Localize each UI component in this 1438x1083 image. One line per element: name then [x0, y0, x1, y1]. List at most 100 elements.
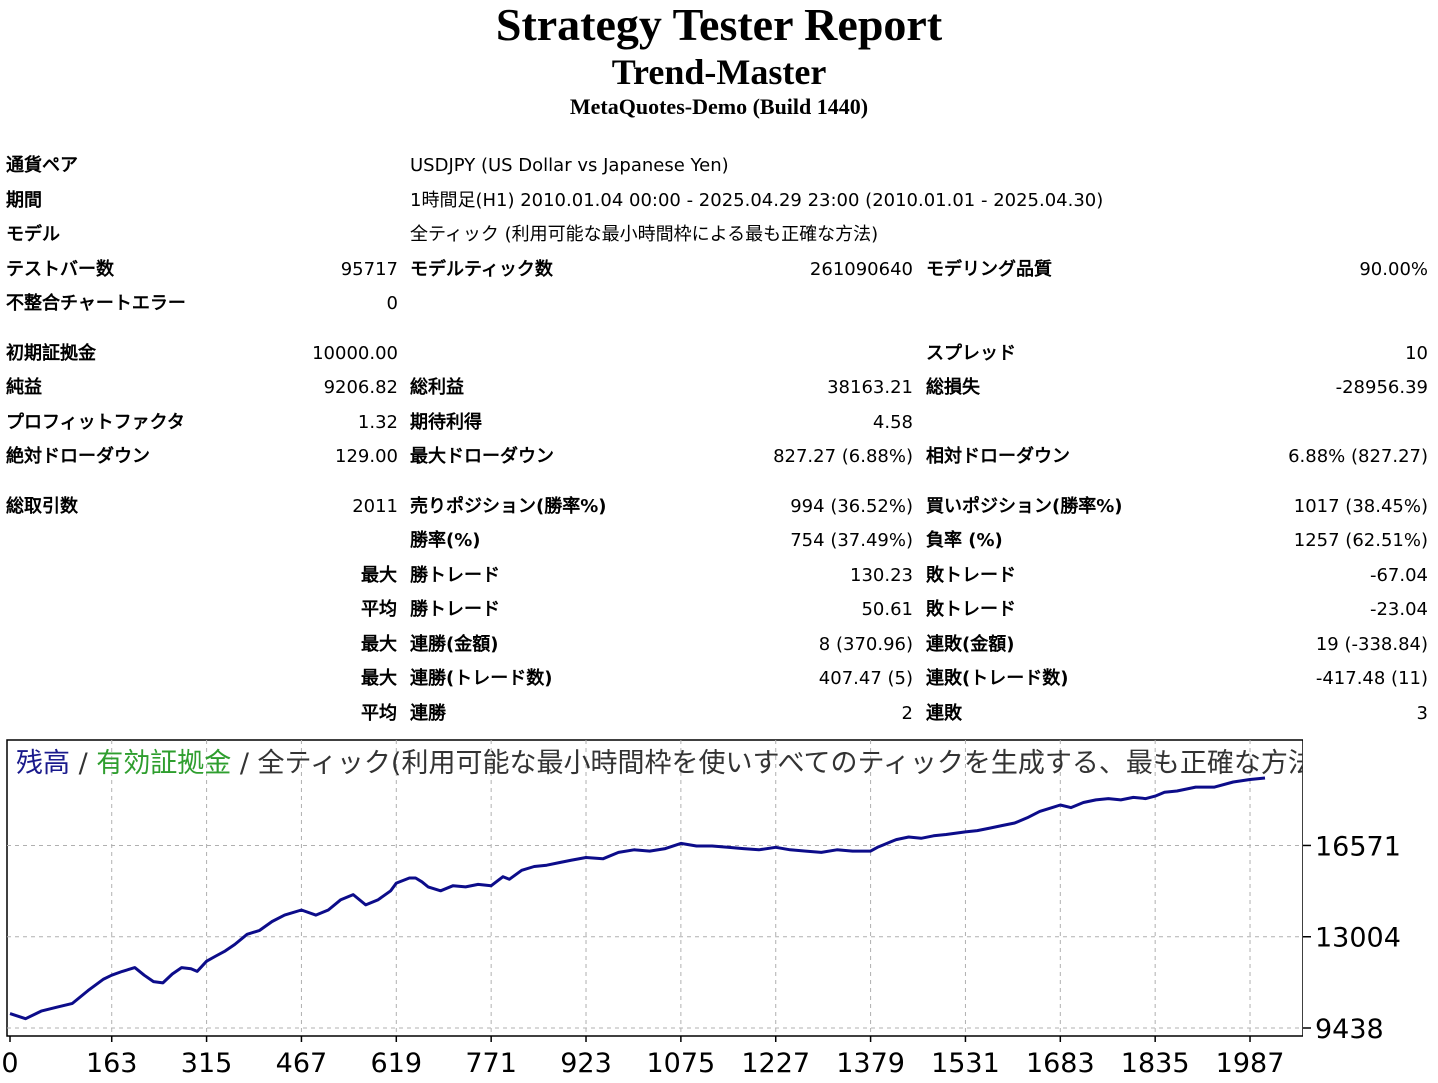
rel-drawdown-value: 6.88% (827.27) [1288, 446, 1428, 467]
win-rate-value: 754 (37.49%) [790, 530, 913, 551]
x-tick-label: 1379 [836, 1048, 905, 1079]
max-consec-losses-money-label: 連敗(金額) [926, 634, 1015, 655]
max-consec-wins-count-label: 連勝(トレード数) [410, 668, 553, 689]
loss-rate-label: 負率 (%) [926, 530, 1003, 551]
max-consec-losses-count-label: 連敗(トレード数) [926, 668, 1069, 689]
largest-loss-value: -67.04 [1369, 565, 1428, 586]
max-drawdown-value: 827.27 (6.88%) [773, 446, 913, 467]
x-tick-label: 315 [181, 1048, 233, 1079]
spread-label: スプレッド [926, 343, 1016, 364]
abs-drawdown-label: 絶対ドローダウン [6, 446, 150, 467]
bars-label: テストバー数 [6, 259, 114, 280]
max-consec-wins-money-value: 8 (370.96) [818, 634, 913, 655]
legend-balance: 残高 [16, 748, 70, 779]
max-consec-wins-money-label: 連勝(金額) [410, 634, 499, 655]
deposit-label: 初期証拠金 [6, 343, 96, 364]
max-consec-losses-money-value: 19 (-338.84) [1315, 634, 1428, 655]
legend-separator: / [70, 748, 96, 779]
symbol-value: USDJPY (US Dollar vs Japanese Yen) [410, 155, 729, 176]
x-tick-label: 0 [1, 1048, 18, 1079]
y-axis: 9438 13004 16571 [1303, 831, 1401, 1045]
x-tick-label: 1075 [647, 1048, 716, 1079]
quality-value: 90.00% [1359, 259, 1428, 280]
gross-loss-value: -28956.39 [1335, 377, 1428, 398]
largest-win-label: 勝トレード [410, 565, 500, 586]
long-positions-label: 買いポジション(勝率%) [926, 496, 1123, 517]
chart-legend: 残高 / 有効証拠金 / 全ティック(利用可能な最小時間枠を使いすべてのティック… [16, 748, 1412, 779]
legend-separator: / [231, 748, 257, 779]
chart-marks [9, 776, 1266, 1021]
y-tick-label: 9438 [1315, 1014, 1384, 1045]
net-profit-value: 9206.82 [323, 377, 398, 398]
expected-payoff-value: 4.58 [872, 412, 913, 433]
long-positions-value: 1017 (38.45%) [1293, 496, 1428, 517]
largest-loss-label: 敗トレード [926, 565, 1016, 586]
short-positions-value: 994 (36.52%) [790, 496, 913, 517]
model-value: 全ティック (利用可能な最小時間枠による最も正確な方法) [410, 224, 879, 245]
y-axis-background [1303, 728, 1438, 1083]
total-trades-label: 総取引数 [6, 496, 78, 517]
model-label: モデル [6, 224, 60, 245]
gross-profit-label: 総利益 [410, 377, 464, 398]
row-prefix: 平均 [361, 599, 397, 620]
average-loss-label: 敗トレード [926, 599, 1016, 620]
avg-consec-wins-value: 2 [901, 703, 913, 724]
chart-grid [7, 740, 1303, 1036]
x-axis: 0 163 315 467 619 771 923 1075 1227 1379 1531 1683 1… [1, 1036, 1284, 1079]
bars-value: 95717 [340, 259, 398, 280]
report-title: Strategy Tester Report [495, 0, 943, 50]
legend-equity: 有効証拠金 [96, 748, 231, 779]
profit-factor-value: 1.32 [357, 412, 398, 433]
plot-frame [6, 739, 1304, 1037]
period-label: 期間 [6, 190, 42, 211]
x-tick-label: 619 [371, 1048, 423, 1079]
max-drawdown-label: 最大ドローダウン [410, 446, 554, 467]
average-win-label: 勝トレード [410, 599, 500, 620]
ticks-label: モデルティック数 [410, 259, 553, 280]
max-consec-losses-count-value: -417.48 (11) [1315, 668, 1428, 689]
x-tick-label: 1987 [1216, 1048, 1285, 1079]
balance-line [9, 776, 1266, 1021]
average-win-value: 50.61 [861, 599, 913, 620]
loss-rate-value: 1257 (62.51%) [1293, 530, 1428, 551]
abs-drawdown-value: 129.00 [335, 446, 398, 467]
row-prefix: 最大 [361, 565, 397, 586]
short-positions-label: 売りポジション(勝率%) [410, 496, 607, 517]
balance-chart: 残高 / 有効証拠金 / 全ティック(利用可能な最小時間枠を使いすべてのティック… [1, 728, 1438, 1083]
average-loss-value: -23.04 [1369, 599, 1428, 620]
x-tick-label: 1683 [1026, 1048, 1095, 1079]
avg-consec-losses-value: 3 [1416, 703, 1428, 724]
deposit-value: 10000.00 [312, 343, 398, 364]
win-rate-label: 勝率(%) [410, 530, 481, 551]
x-tick-label: 1835 [1121, 1048, 1190, 1079]
gross-profit-value: 38163.21 [827, 377, 913, 398]
mismatch-label: 不整合チャートエラー [6, 293, 186, 314]
row-prefix: 平均 [361, 703, 397, 724]
net-profit-label: 純益 [6, 377, 42, 398]
gross-loss-label: 総損失 [926, 377, 980, 398]
x-tick-label: 163 [86, 1048, 138, 1079]
spread-value: 10 [1405, 343, 1428, 364]
ea-name: Trend-Master [611, 52, 827, 92]
expected-payoff-label: 期待利得 [410, 412, 482, 433]
ticks-value: 261090640 [809, 259, 913, 280]
period-value: 1時間足(H1) 2010.01.04 00:00 - 2025.04.29 2… [410, 190, 1104, 211]
avg-consec-wins-label: 連勝 [410, 703, 446, 724]
largest-win-value: 130.23 [850, 565, 913, 586]
symbol-label: 通貨ペア [6, 155, 78, 176]
server-build: MetaQuotes-Demo (Build 1440) [569, 94, 869, 119]
y-tick-label: 13004 [1315, 923, 1401, 954]
row-prefix: 最大 [361, 668, 397, 689]
rel-drawdown-label: 相対ドローダウン [926, 446, 1070, 467]
avg-consec-losses-label: 連敗 [926, 703, 962, 724]
x-tick-label: 467 [276, 1048, 328, 1079]
x-tick-label: 1227 [741, 1048, 810, 1079]
x-tick-label: 771 [465, 1048, 517, 1079]
mismatch-value: 0 [386, 293, 398, 314]
profit-factor-label: プロフィットファクタ [6, 412, 185, 433]
x-tick-label: 1531 [931, 1048, 1000, 1079]
y-tick-label: 16571 [1315, 831, 1401, 862]
row-prefix: 最大 [361, 634, 397, 655]
x-tick-label: 923 [560, 1048, 612, 1079]
quality-label: モデリング品質 [926, 259, 1052, 280]
